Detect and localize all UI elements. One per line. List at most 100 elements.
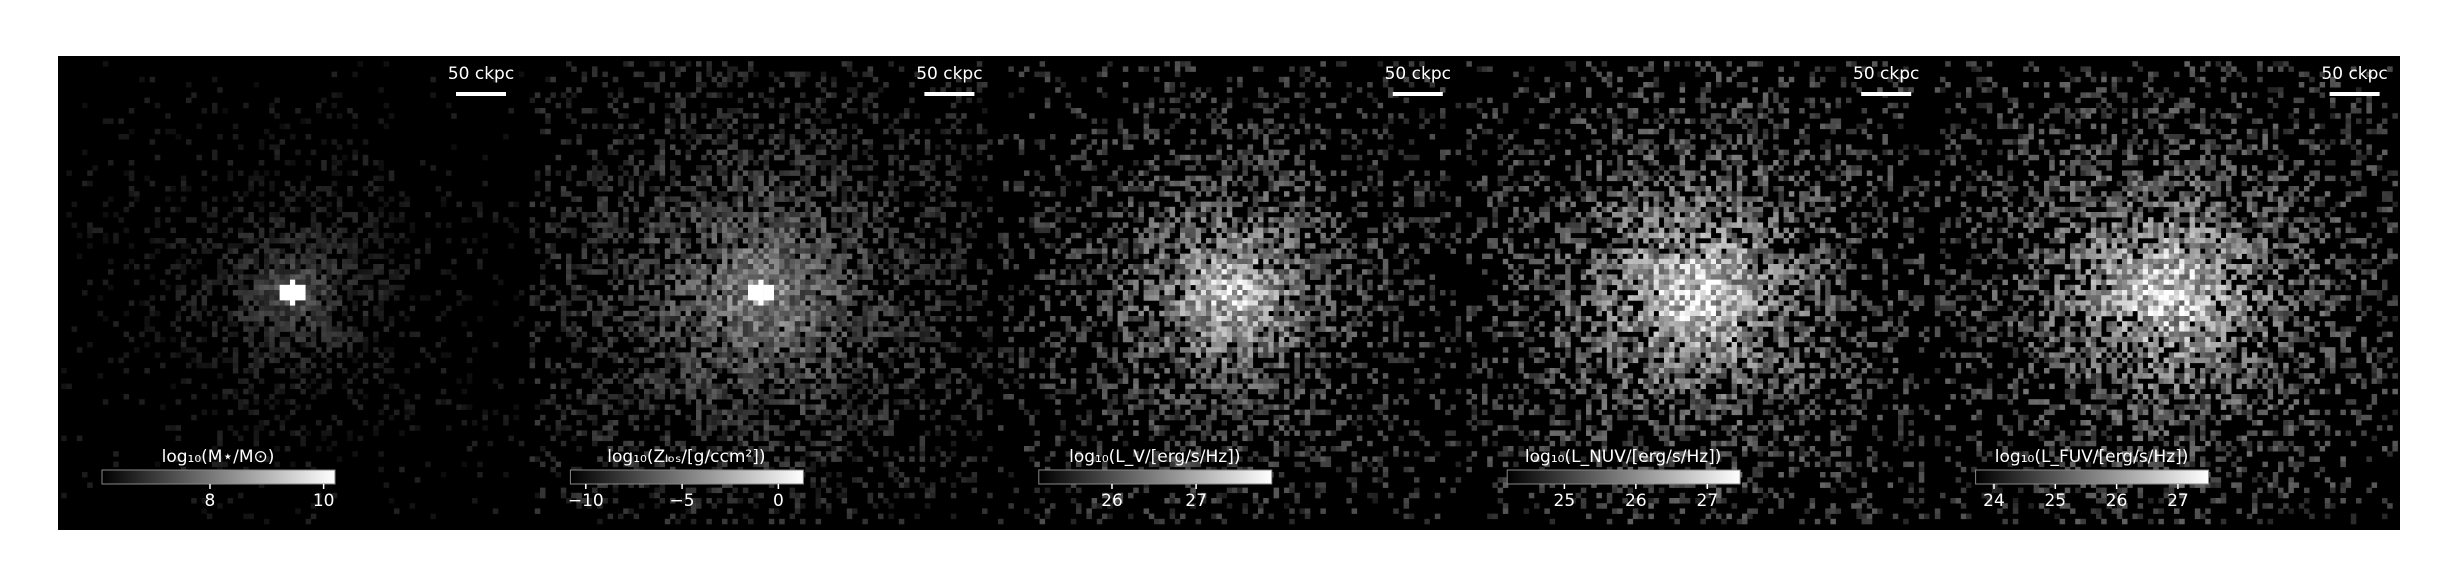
image-pixel [774, 373, 780, 379]
image-pixel [784, 217, 790, 223]
image-pixel [898, 279, 905, 286]
image-pixel [753, 274, 759, 280]
image-pixel [784, 326, 790, 332]
image-pixel [758, 154, 764, 161]
image-pixel [690, 128, 697, 135]
image-pixel [904, 274, 910, 280]
image-pixel [732, 201, 738, 208]
image-pixel [867, 248, 874, 254]
image-pixel [675, 243, 681, 249]
image-pixel [649, 108, 655, 114]
image-pixel [290, 243, 296, 249]
image-pixel [284, 238, 291, 244]
image-pixel [227, 258, 234, 265]
image-pixel [274, 144, 280, 150]
image-pixel [945, 186, 952, 192]
image-pixel [732, 518, 738, 525]
image-pixel [279, 425, 286, 431]
image-pixel [680, 201, 686, 208]
image-pixel [722, 342, 728, 348]
image-pixel [1003, 394, 1009, 400]
image-pixel [670, 160, 676, 166]
image-pixel [753, 102, 759, 109]
image-pixel [711, 336, 718, 343]
image-pixel [794, 212, 801, 218]
image-pixel [716, 92, 723, 98]
image-pixel [670, 206, 676, 213]
image-pixel [898, 482, 905, 488]
image-pixel [748, 425, 754, 431]
image-pixel [425, 248, 431, 254]
image-pixel [295, 295, 301, 301]
image-pixel [232, 331, 239, 338]
image-pixel [831, 253, 837, 260]
image-pixel [852, 243, 858, 249]
image-pixel [628, 300, 634, 306]
image-pixel [232, 347, 239, 353]
image-pixel [779, 274, 785, 280]
image-pixel [789, 305, 796, 312]
image-pixel [753, 331, 759, 338]
image-pixel [680, 362, 686, 369]
image-pixel [529, 295, 536, 301]
image-pixel [1070, 290, 1077, 296]
image-pixel [711, 186, 718, 192]
image-pixel [826, 160, 832, 166]
image-pixel [924, 128, 931, 135]
image-pixel [800, 492, 806, 499]
image-pixel [232, 279, 239, 286]
image-pixel [893, 264, 900, 270]
image-pixel [742, 321, 749, 327]
image-pixel [597, 518, 603, 525]
image-pixel [862, 248, 868, 254]
image-pixel [253, 357, 260, 364]
image-pixel [383, 347, 390, 353]
image-pixel [607, 149, 614, 156]
image-pixel [919, 414, 926, 421]
image-pixel [534, 508, 541, 514]
image-pixel [976, 388, 983, 395]
image-pixel [1029, 310, 1035, 317]
image-pixel [706, 310, 712, 317]
image-pixel [763, 331, 770, 338]
image-pixel [206, 513, 213, 520]
image-pixel [893, 227, 900, 234]
image-pixel [696, 414, 702, 421]
image-pixel [867, 492, 874, 499]
image-pixel [820, 383, 827, 390]
image-pixel [794, 368, 801, 374]
image-pixel [1039, 518, 1046, 525]
image-pixel [602, 399, 608, 405]
image-pixel [701, 180, 707, 187]
image-pixel [841, 352, 848, 358]
image-pixel [664, 352, 671, 358]
image-pixel [930, 160, 936, 166]
image-pixel [685, 154, 692, 161]
image-pixel [935, 336, 941, 343]
image-pixel [378, 160, 384, 166]
image-pixel [1018, 373, 1025, 379]
image-pixel [290, 186, 296, 192]
image-pixel [690, 352, 697, 358]
image-pixel [706, 295, 712, 301]
image-pixel [331, 160, 338, 166]
image-pixel [1065, 326, 1072, 332]
image-pixel [982, 290, 988, 296]
image-pixel [607, 217, 614, 223]
image-pixel [586, 222, 593, 228]
image-pixel [404, 269, 410, 275]
image-pixel [664, 217, 671, 223]
image-pixel [805, 258, 811, 265]
image-pixel [966, 201, 972, 208]
image-pixel [196, 357, 202, 364]
image-pixel [1107, 61, 1113, 67]
image-pixel [383, 368, 390, 374]
image-pixel [576, 362, 582, 369]
image-pixel [716, 212, 723, 218]
image-pixel [279, 300, 286, 306]
image-pixel [800, 404, 806, 410]
image-pixel [279, 316, 286, 322]
image-pixel [264, 456, 270, 462]
image-pixel [748, 191, 754, 197]
image-pixel [243, 284, 249, 291]
